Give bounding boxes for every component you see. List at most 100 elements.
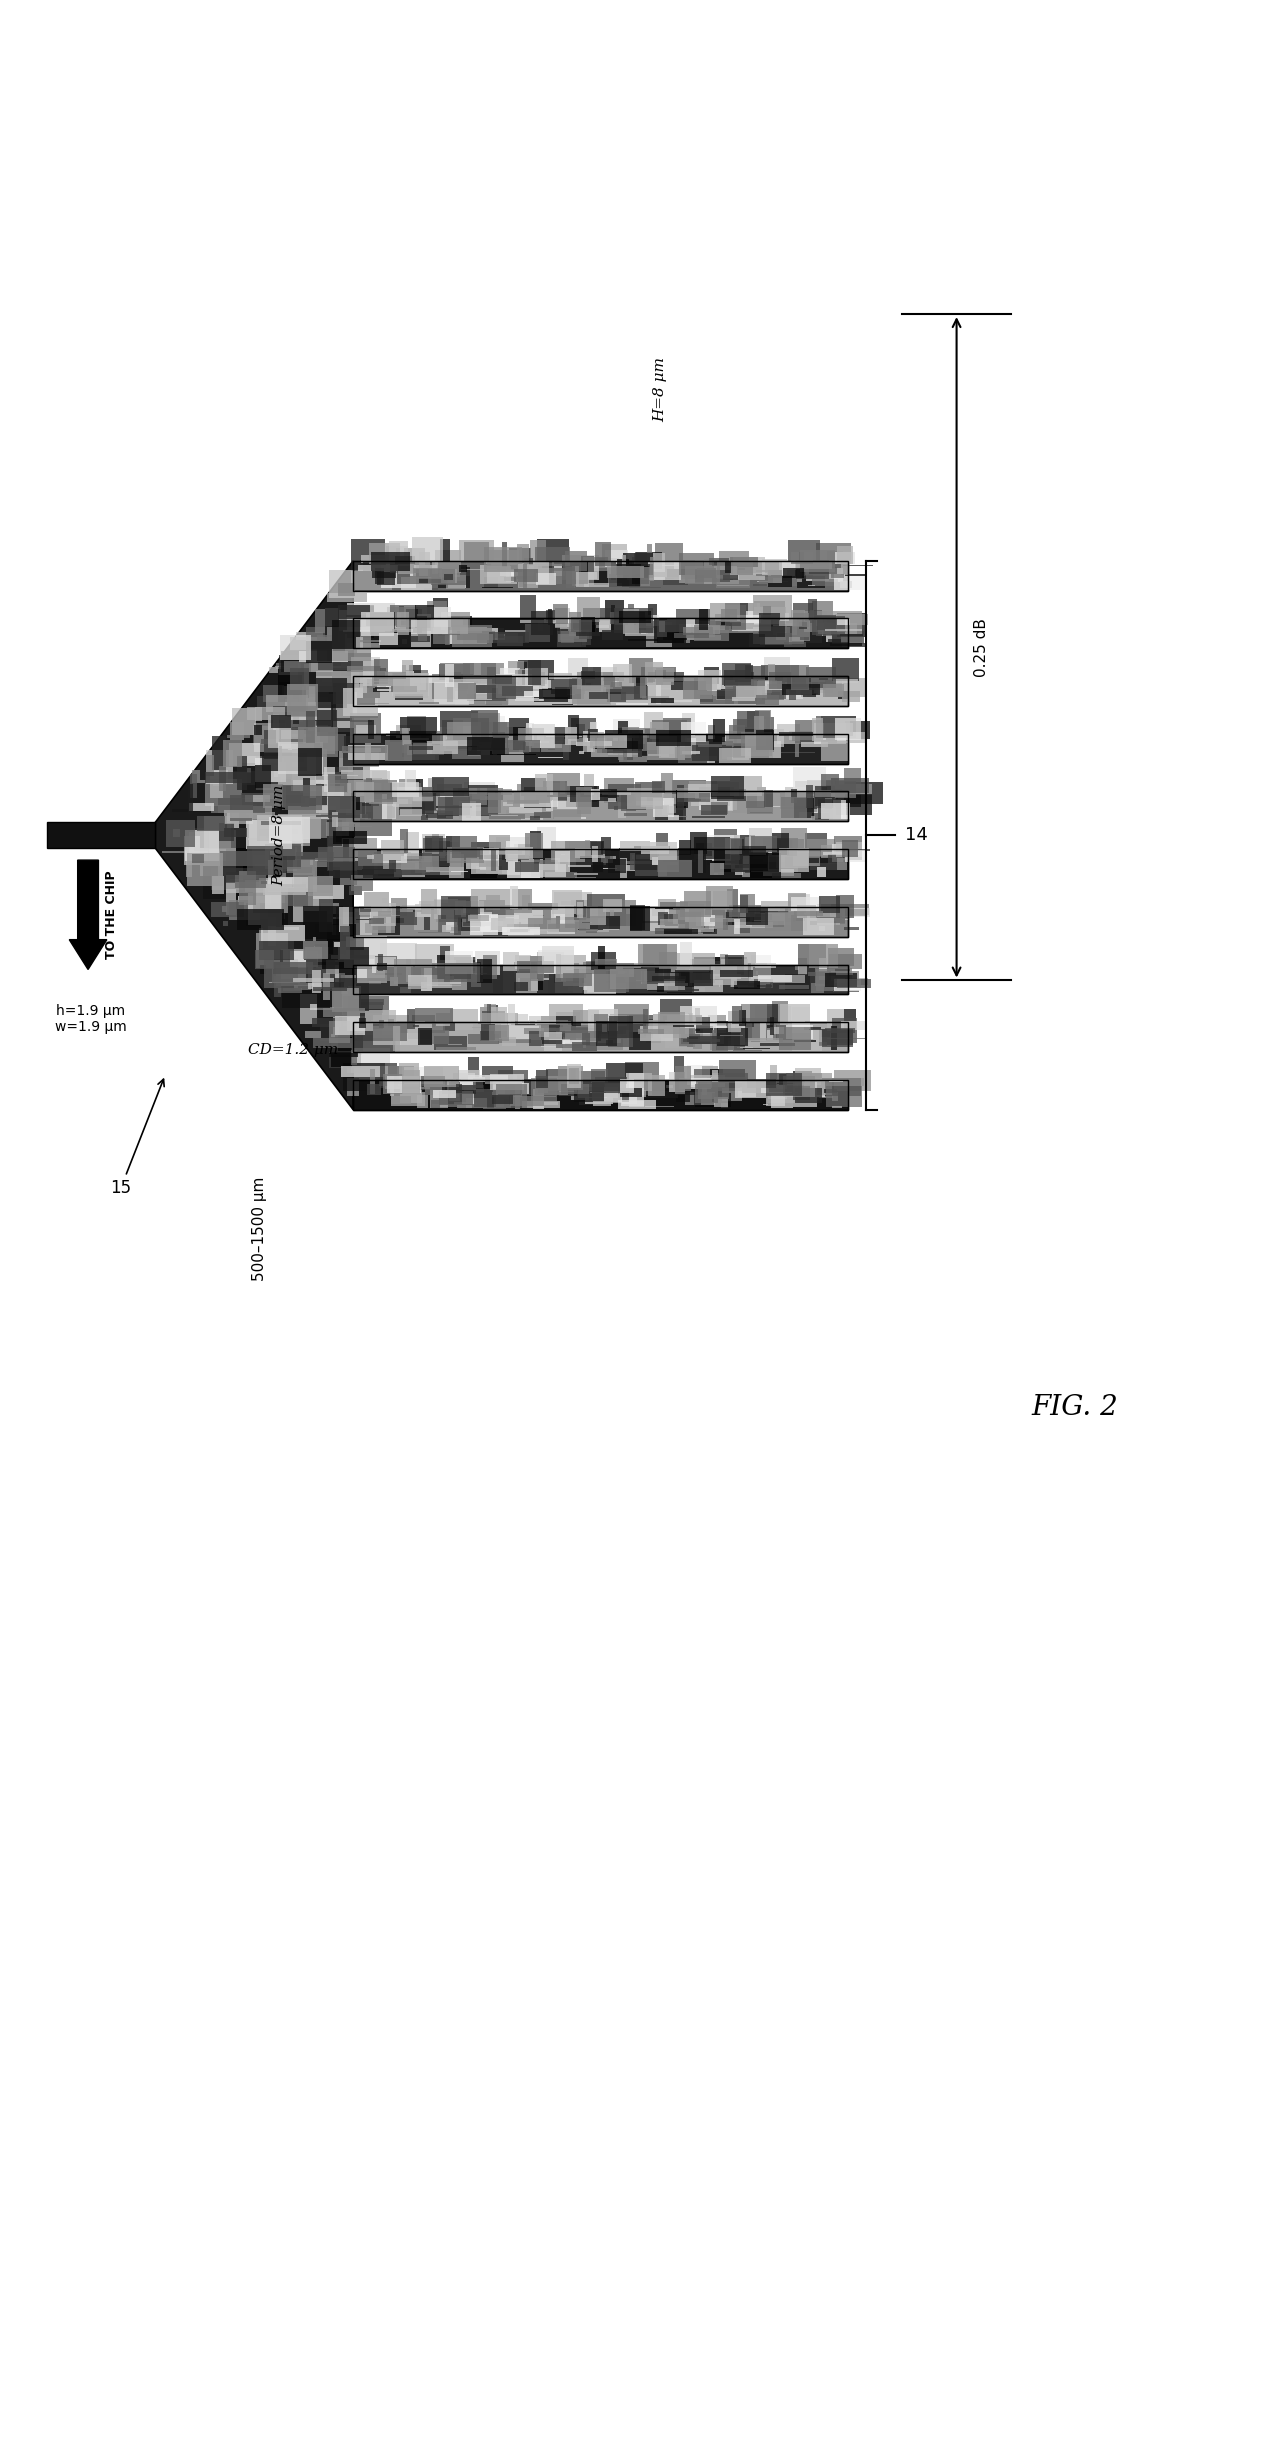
Bar — [521, 777, 547, 797]
Bar — [533, 575, 546, 580]
Bar — [356, 637, 363, 647]
Bar — [347, 632, 353, 637]
Bar — [828, 639, 840, 642]
Bar — [695, 1084, 718, 1104]
Bar — [789, 730, 826, 740]
Bar — [834, 836, 862, 861]
Bar — [432, 598, 448, 620]
Bar — [776, 632, 786, 639]
Bar — [647, 563, 681, 580]
Bar — [430, 1089, 448, 1109]
Bar — [417, 615, 427, 634]
Bar — [350, 1011, 356, 1038]
Bar — [837, 620, 851, 625]
Bar — [194, 829, 211, 851]
Bar — [543, 780, 568, 799]
Bar — [681, 1033, 710, 1045]
Bar — [375, 957, 396, 966]
Bar — [238, 895, 272, 905]
Bar — [345, 634, 356, 654]
Bar — [503, 802, 512, 807]
Bar — [347, 745, 389, 760]
Bar — [427, 740, 458, 755]
Bar — [728, 1011, 741, 1033]
Bar — [497, 836, 529, 858]
Bar — [710, 802, 727, 814]
Bar — [746, 666, 766, 686]
Bar — [313, 937, 315, 942]
Bar — [731, 698, 754, 701]
Bar — [577, 691, 611, 706]
Bar — [363, 866, 402, 878]
Bar — [184, 836, 201, 866]
Bar — [709, 558, 728, 566]
Bar — [261, 893, 287, 895]
Bar — [795, 679, 811, 684]
Bar — [610, 1013, 645, 1030]
Bar — [272, 927, 299, 930]
Bar — [369, 917, 384, 925]
Bar — [396, 725, 421, 738]
Bar — [300, 686, 328, 706]
Bar — [453, 679, 492, 701]
Bar — [740, 895, 748, 912]
Bar — [310, 858, 313, 866]
Bar — [305, 947, 328, 957]
Bar — [246, 794, 270, 802]
Bar — [393, 674, 429, 698]
Bar — [553, 605, 568, 625]
Bar — [480, 853, 508, 870]
Bar — [295, 986, 311, 991]
Bar — [375, 957, 396, 966]
Bar — [703, 1023, 730, 1038]
Bar — [591, 789, 600, 799]
Bar — [332, 620, 360, 649]
Bar — [662, 772, 673, 792]
Bar — [831, 620, 840, 642]
Bar — [804, 612, 828, 632]
Bar — [842, 644, 866, 647]
Bar — [839, 580, 852, 588]
Bar — [275, 834, 304, 856]
Text: TO THE CHIP: TO THE CHIP — [104, 870, 118, 959]
Bar — [815, 789, 851, 797]
Bar — [772, 1001, 788, 1025]
Bar — [628, 1033, 651, 1050]
Bar — [816, 620, 822, 637]
Bar — [595, 959, 618, 966]
Bar — [315, 966, 328, 981]
Bar — [710, 917, 745, 922]
Bar — [525, 666, 548, 689]
Bar — [340, 927, 350, 959]
Bar — [259, 927, 263, 949]
Bar — [395, 561, 400, 578]
Bar — [402, 639, 408, 644]
Bar — [515, 925, 519, 932]
Bar — [583, 743, 595, 752]
Bar — [375, 782, 395, 794]
Bar — [315, 925, 356, 947]
Bar — [408, 780, 423, 794]
Bar — [758, 679, 772, 693]
Bar — [695, 1008, 700, 1030]
Bar — [820, 927, 825, 932]
Bar — [402, 853, 440, 875]
Bar — [453, 1075, 475, 1084]
Bar — [777, 1084, 798, 1089]
Bar — [341, 659, 378, 689]
Bar — [358, 969, 385, 979]
Bar — [641, 666, 676, 679]
Bar — [737, 725, 753, 745]
Bar — [773, 620, 797, 634]
Bar — [704, 834, 740, 861]
Bar — [613, 718, 641, 743]
Bar — [479, 743, 492, 748]
Bar — [538, 826, 556, 851]
Bar — [656, 684, 660, 703]
Bar — [607, 1023, 633, 1048]
Bar — [384, 861, 418, 868]
Bar — [552, 890, 582, 915]
Bar — [595, 969, 629, 991]
Bar — [597, 738, 607, 752]
Bar — [510, 885, 519, 907]
